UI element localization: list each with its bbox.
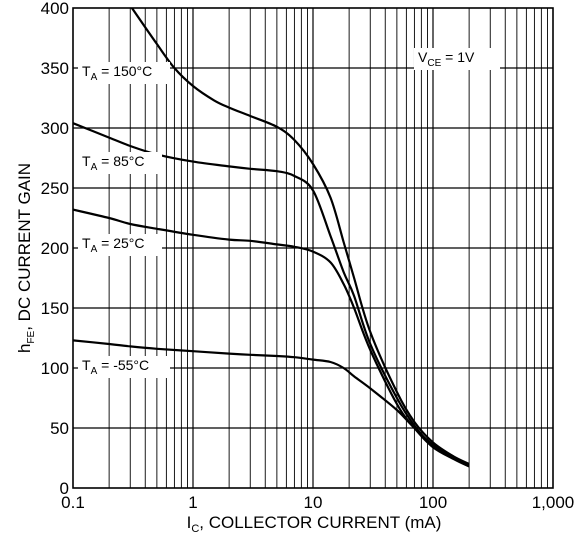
- series-label-85c: TA = 85°C: [78, 152, 162, 174]
- x-tick-labels: 0.1 1 10 100 1,000: [61, 493, 574, 512]
- y-tick-label: 200: [41, 239, 69, 258]
- y-axis-title: hFE, DC CURRENT GAIN: [15, 163, 37, 353]
- y-tick-label: 250: [41, 179, 69, 198]
- annotations: VCE = 1V TA = 150°C TA = 85°C TA = 25°C TA =…: [78, 48, 500, 378]
- svg-text:TA = 25°C: TA = 25°C: [82, 235, 144, 255]
- x-tick-label: 1: [188, 493, 197, 512]
- y-tick-label: 400: [41, 0, 69, 18]
- series-label-25c: TA = 25°C: [78, 234, 162, 256]
- y-tick-label: 150: [41, 299, 69, 318]
- y-tick-label: 350: [41, 59, 69, 78]
- series-label-minus-55c: TA = -55°C: [78, 356, 170, 378]
- series-label-150c: TA = 150°C: [78, 62, 170, 84]
- svg-text:TA = 150°C: TA = 150°C: [82, 63, 152, 83]
- y-tick-label: 100: [41, 359, 69, 378]
- plot-frame: [72, 7, 554, 489]
- y-tick-label: 50: [50, 419, 69, 438]
- svg-text:TA = -55°C: TA = -55°C: [82, 357, 149, 377]
- x-tick-label: 100: [419, 493, 447, 512]
- series-line-150c: [130, 8, 470, 467]
- x-tick-label: 0.1: [61, 493, 85, 512]
- svg-text:TA = 85°C: TA = 85°C: [82, 153, 144, 173]
- y-tick-labels: 0 50 100 150 200 250 300 350 400: [41, 0, 69, 498]
- svg-text:VCE = 1V: VCE = 1V: [418, 49, 475, 69]
- y-tick-label: 300: [41, 119, 69, 138]
- x-tick-label: 10: [304, 493, 323, 512]
- x-tick-label: 1,000: [532, 493, 575, 512]
- series-line-minus-55c: [73, 339, 470, 465]
- y-tick-label: 0: [60, 479, 69, 498]
- vce-condition-label: VCE = 1V: [414, 48, 500, 70]
- x-axis-title: IC, COLLECTOR CURRENT (mA): [187, 513, 442, 535]
